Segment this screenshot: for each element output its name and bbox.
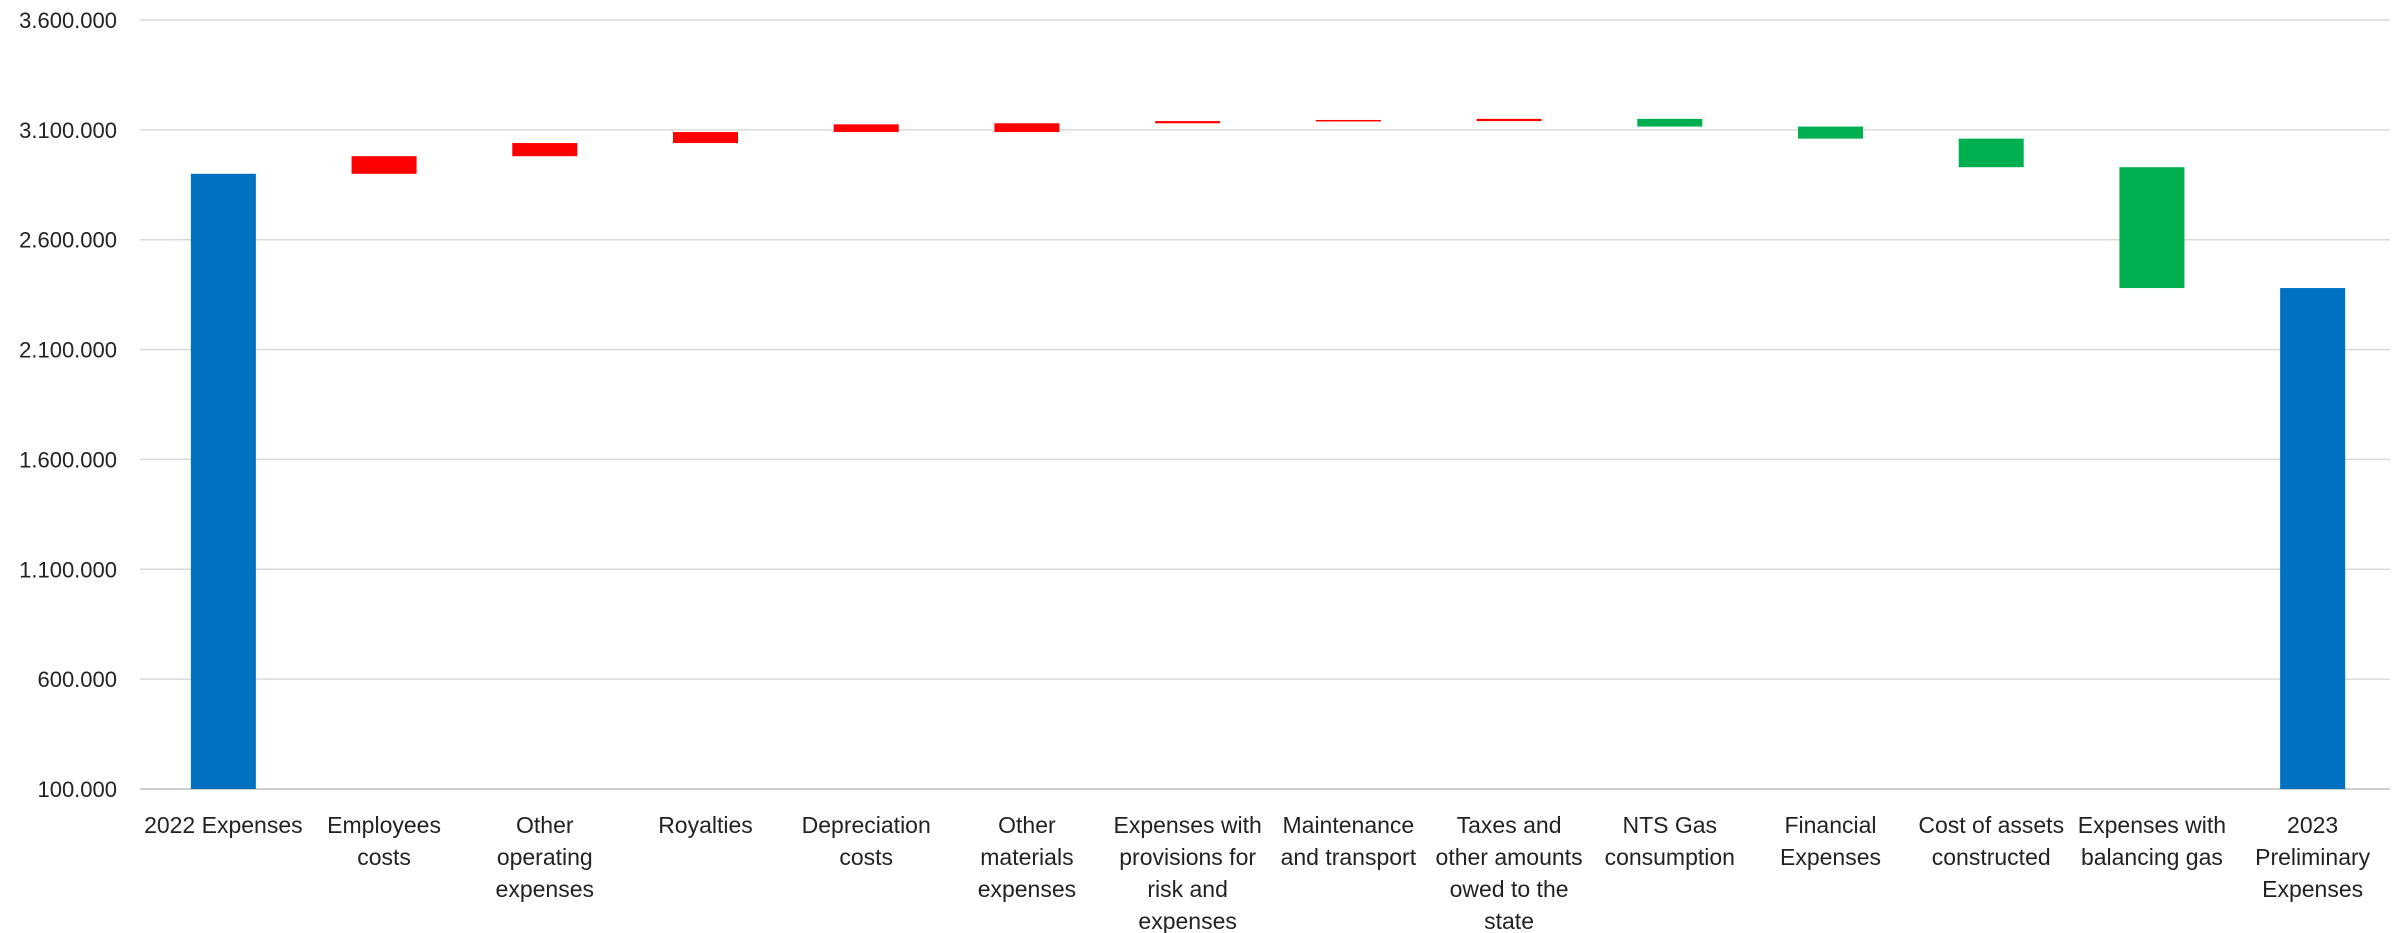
y-tick-label: 100.000 <box>37 777 117 802</box>
x-category-label: Other operating expenses <box>496 812 594 902</box>
y-tick-label: 2.600.000 <box>19 228 117 253</box>
x-category-label: Expenses with balancing gas <box>2078 812 2226 870</box>
x-category-label: Cost of assets constructed <box>1918 812 2064 870</box>
bar-increase <box>1476 118 1542 122</box>
bar-decrease <box>1798 126 1863 139</box>
x-category-label: Employees costs <box>327 812 441 870</box>
x-category-label: Taxes and other amounts owed to the state <box>1436 812 1583 933</box>
x-category-label: Expenses with provisions for risk and expen… <box>1113 812 1261 933</box>
x-category-label: NTS Gas consumption <box>1605 812 1735 870</box>
bar-increase <box>351 156 417 174</box>
bar-decrease <box>1958 138 2024 168</box>
x-category-label: 2022 Expenses <box>144 812 303 838</box>
bars <box>190 118 2346 790</box>
y-tick-label: 1.100.000 <box>19 557 117 582</box>
gridlines <box>140 19 2390 790</box>
x-category-label: 2023 Preliminary Expenses <box>2255 812 2371 902</box>
y-tick-label: 3.600.000 <box>19 8 117 33</box>
bar-increase <box>1155 121 1221 124</box>
x-axis-category-labels: 2022 Expenses Employees costs Other operatin… <box>144 812 2371 933</box>
bar-total <box>2280 288 2346 789</box>
x-category-label: Royalties <box>658 812 753 838</box>
bar-total <box>190 173 256 790</box>
bar-decrease <box>2119 167 2185 289</box>
bar-decrease <box>1637 118 1703 127</box>
bar-increase <box>1315 119 1381 122</box>
y-tick-label: 2.100.000 <box>19 338 117 363</box>
x-category-label: Other materials expenses <box>978 812 1076 902</box>
y-axis-tick-labels: 100.000 600.000 1.100.000 1.600.000 2.100.00… <box>19 8 117 802</box>
bar-increase <box>833 124 899 133</box>
y-tick-label: 3.100.000 <box>19 118 117 143</box>
bar-increase <box>994 123 1060 133</box>
bar-increase <box>673 132 738 144</box>
y-tick-label: 1.600.000 <box>19 447 117 472</box>
y-tick-label: 600.000 <box>37 667 117 692</box>
bar-increase <box>512 143 578 157</box>
x-category-label: Maintenance and transport <box>1281 812 1417 870</box>
x-category-label: Financial Expenses <box>1780 812 1881 870</box>
x-category-label: Depreciation costs <box>802 812 931 870</box>
